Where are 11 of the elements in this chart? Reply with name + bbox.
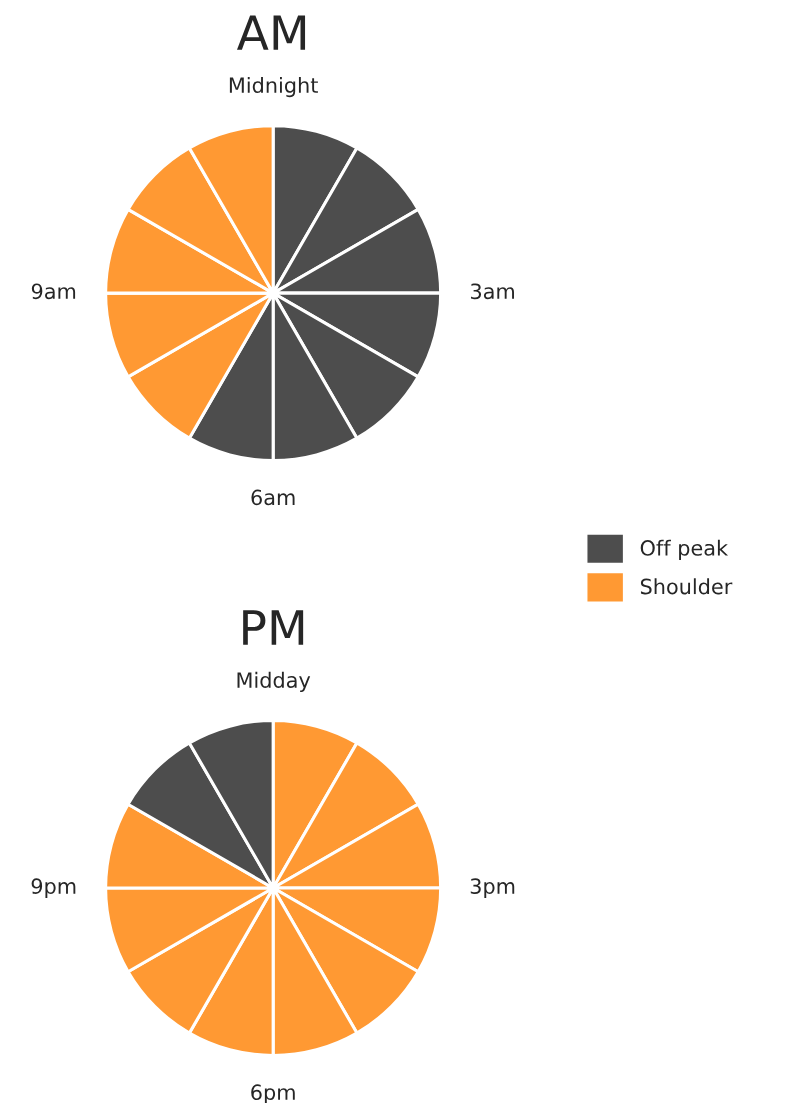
legend-label: Off peak	[640, 539, 729, 560]
text: 9pm	[31, 878, 76, 899]
chart-title: PM	[243, 610, 304, 645]
chart-title: AM	[236, 15, 306, 50]
text: 3pm	[470, 878, 515, 899]
legend-label: Shoulder	[640, 578, 733, 595]
text: Midday	[237, 671, 311, 692]
text: 6am	[251, 489, 295, 506]
text: Midnight	[229, 76, 318, 98]
text: 3am	[471, 283, 514, 300]
text: 9am	[31, 283, 76, 300]
